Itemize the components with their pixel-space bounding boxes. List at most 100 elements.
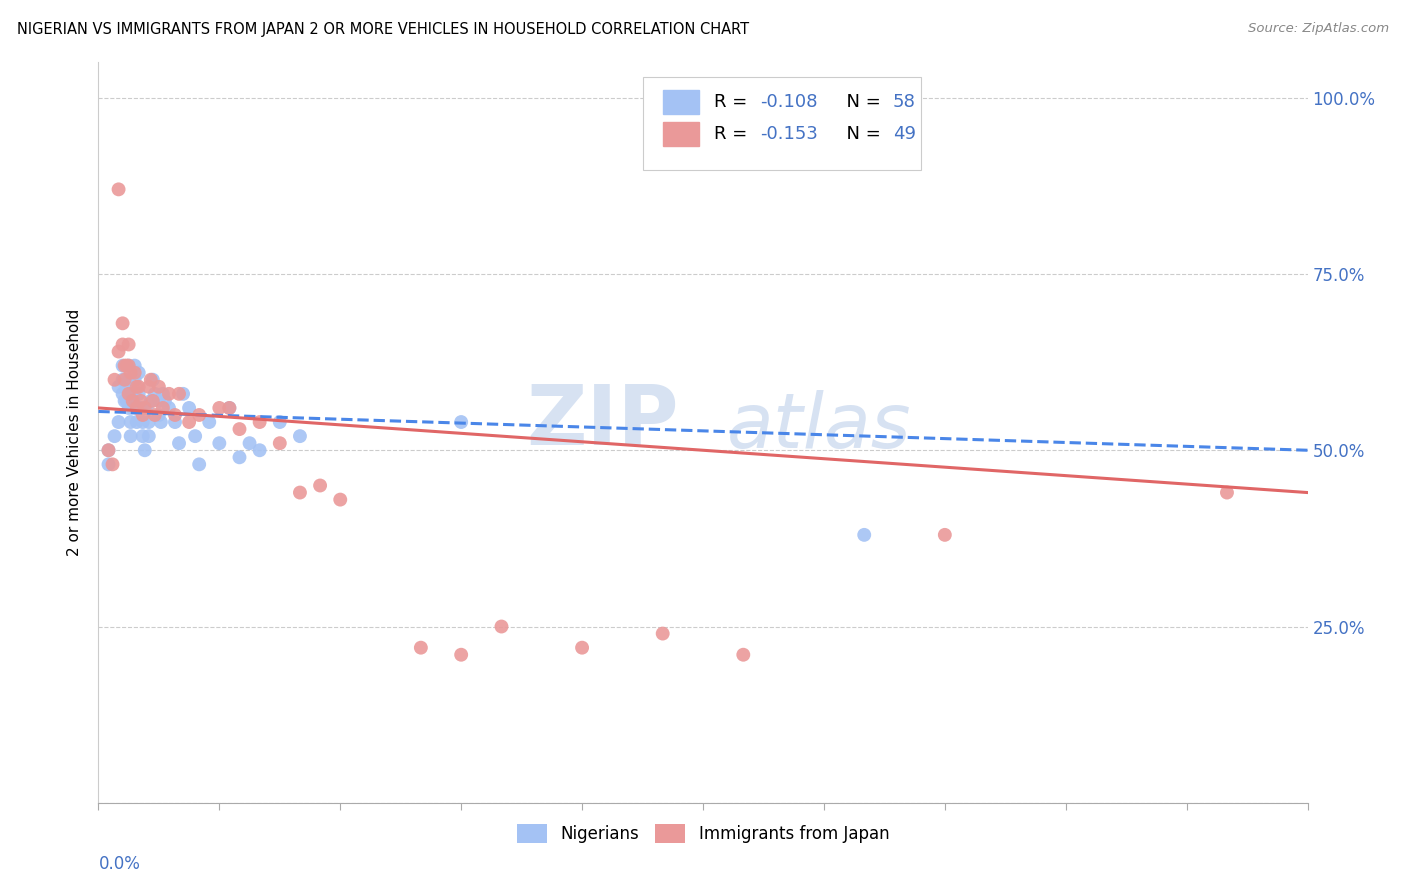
Point <box>157 387 180 401</box>
Point <box>139 393 162 408</box>
Point <box>118 387 141 401</box>
Text: N =: N = <box>835 125 886 144</box>
Point <box>121 393 143 408</box>
Point <box>103 429 125 443</box>
Point <box>118 387 141 401</box>
Point <box>111 373 134 387</box>
Point <box>118 337 141 351</box>
Point <box>124 373 146 387</box>
Text: R =: R = <box>714 125 752 144</box>
Y-axis label: 2 or more Vehicles in Household: 2 or more Vehicles in Household <box>67 309 83 557</box>
Point <box>111 316 134 330</box>
Point <box>125 401 148 415</box>
Point <box>118 373 141 387</box>
Point <box>239 436 262 450</box>
Point <box>103 373 125 387</box>
Point <box>120 366 142 380</box>
Point <box>107 344 129 359</box>
Point <box>853 528 876 542</box>
Point <box>135 401 157 415</box>
Point <box>184 429 207 443</box>
FancyBboxPatch shape <box>643 78 921 169</box>
Point <box>134 443 156 458</box>
Point <box>179 415 201 429</box>
Point <box>107 380 129 394</box>
Point <box>149 415 172 429</box>
Point <box>107 415 129 429</box>
Point <box>132 429 155 443</box>
Point <box>129 401 152 415</box>
Point <box>218 401 240 415</box>
Point <box>125 380 148 394</box>
Text: atlas: atlas <box>727 390 911 464</box>
Point <box>228 422 250 436</box>
Point <box>118 359 141 373</box>
Point <box>132 408 155 422</box>
Point <box>115 359 138 373</box>
Point <box>450 415 472 429</box>
Point <box>309 478 332 492</box>
Point <box>167 387 190 401</box>
Point <box>114 373 136 387</box>
Point <box>120 429 142 443</box>
Point <box>409 640 432 655</box>
Point <box>120 415 142 429</box>
Point <box>142 373 165 387</box>
Point <box>152 387 174 401</box>
Point <box>132 415 155 429</box>
Point <box>269 415 291 429</box>
Point <box>128 387 150 401</box>
Point <box>269 436 291 450</box>
Point <box>138 380 160 394</box>
Text: 58: 58 <box>893 93 915 111</box>
Point <box>125 401 148 415</box>
Point <box>733 648 755 662</box>
Point <box>491 619 513 633</box>
Text: Source: ZipAtlas.com: Source: ZipAtlas.com <box>1249 22 1389 36</box>
Point <box>121 387 143 401</box>
Point <box>179 401 201 415</box>
Point <box>148 380 170 394</box>
Point <box>188 408 211 422</box>
Point <box>450 648 472 662</box>
Legend: Nigerians, Immigrants from Japan: Nigerians, Immigrants from Japan <box>510 817 896 850</box>
Point <box>129 393 152 408</box>
Point <box>121 401 143 415</box>
Point <box>329 492 352 507</box>
Point <box>934 528 956 542</box>
Point <box>115 393 138 408</box>
Point <box>208 436 231 450</box>
Point <box>198 415 221 429</box>
Point <box>148 393 170 408</box>
Point <box>97 443 120 458</box>
Point <box>143 408 166 422</box>
Point <box>97 458 120 472</box>
Point <box>114 393 136 408</box>
Point <box>163 408 186 422</box>
Text: -0.153: -0.153 <box>759 125 818 144</box>
Text: ZIP: ZIP <box>526 381 679 462</box>
Point <box>139 373 162 387</box>
Point <box>138 415 160 429</box>
Point <box>148 408 170 422</box>
Text: NIGERIAN VS IMMIGRANTS FROM JAPAN 2 OR MORE VEHICLES IN HOUSEHOLD CORRELATION CH: NIGERIAN VS IMMIGRANTS FROM JAPAN 2 OR M… <box>17 22 749 37</box>
Point <box>571 640 593 655</box>
Text: 0.0%: 0.0% <box>98 855 141 872</box>
Text: R =: R = <box>714 93 752 111</box>
Point <box>228 450 250 465</box>
Point <box>115 380 138 394</box>
Point <box>153 393 176 408</box>
Point <box>138 429 160 443</box>
Point <box>163 415 186 429</box>
Point <box>1216 485 1239 500</box>
Point <box>111 337 134 351</box>
Point <box>249 415 271 429</box>
Point <box>651 626 673 640</box>
Point <box>143 387 166 401</box>
Point <box>114 359 136 373</box>
Point <box>167 436 190 450</box>
Point <box>157 401 180 415</box>
Bar <box>664 90 699 113</box>
Point <box>134 401 156 415</box>
Point <box>288 485 311 500</box>
